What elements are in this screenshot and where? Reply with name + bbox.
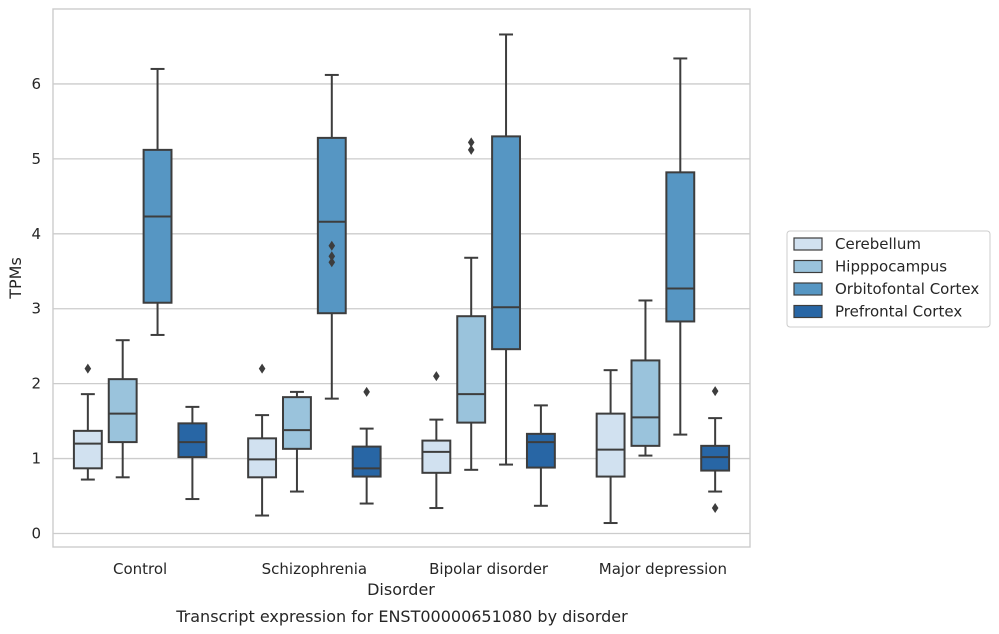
series-hipppocampus <box>107 137 661 493</box>
series-orbitofontal-cortex <box>142 33 696 466</box>
legend-label: Cerebellum <box>835 235 921 253</box>
box-major-depression <box>630 299 661 457</box>
box-iqr <box>142 148 173 304</box>
outlier-point <box>433 371 440 382</box>
y-tick-label: 6 <box>31 75 41 93</box>
series-cerebellum <box>72 363 626 525</box>
x-tick-label: Schizophrenia <box>262 560 367 578</box>
legend-label: Orbitofontal Cortex <box>835 280 979 298</box>
outlier-point <box>711 386 719 397</box>
legend-swatch <box>793 282 823 296</box>
box-iqr <box>177 422 208 459</box>
outlier-point <box>258 363 266 374</box>
y-axis-ticks: 0 1 2 3 4 5 6 <box>31 75 41 543</box>
x-tick-label: Bipolar disorder <box>429 560 549 578</box>
box-control <box>107 339 138 479</box>
y-tick-label: 5 <box>31 150 41 168</box>
box-iqr <box>107 378 138 444</box>
x-axis-ticks: Control Schizophrenia Bipolar disorder Majo… <box>113 560 727 578</box>
legend: Cerebellum Hipppocampus Orbitofontal Corte… <box>786 230 991 328</box>
box-control <box>72 363 103 481</box>
outlier-point <box>363 386 370 397</box>
box-iqr <box>665 171 696 323</box>
box-iqr <box>525 432 556 469</box>
outlier-point <box>467 137 475 148</box>
box-iqr <box>72 429 103 470</box>
box-iqr <box>247 437 278 479</box>
legend-swatch <box>793 237 823 251</box>
box-series <box>72 33 731 525</box>
box-control <box>142 67 173 336</box>
box-schizophrenia <box>282 390 312 493</box>
y-axis-title: TPMs <box>6 257 25 300</box>
y-tick-label: 0 <box>31 525 41 543</box>
box-bipolar-disorder <box>456 137 487 471</box>
box-iqr <box>491 135 521 351</box>
box-schizophrenia <box>351 386 382 505</box>
box-control <box>177 405 208 501</box>
box-iqr <box>421 439 452 474</box>
x-axis-title: Disorder <box>367 580 435 599</box>
box-iqr <box>351 445 382 478</box>
legend-label: Hipppocampus <box>835 258 947 276</box>
outlier-point <box>84 363 92 374</box>
x-tick-label: Control <box>113 560 167 578</box>
x-tick-label: Major depression <box>599 560 727 578</box>
box-bipolar-disorder <box>421 371 452 510</box>
y-tick-label: 3 <box>31 300 41 318</box>
box-schizophrenia <box>316 73 347 400</box>
outlier-point <box>328 257 336 268</box>
y-tick-label: 2 <box>31 375 41 393</box>
outlier-point <box>467 144 475 155</box>
legend-swatch <box>793 304 823 319</box>
legend-label: Prefrontal Cortex <box>835 303 962 321</box>
box-iqr <box>595 412 626 478</box>
box-iqr <box>700 444 731 472</box>
chart-caption: Transcript expression for ENST0000065108… <box>175 607 628 626</box>
box-iqr <box>282 396 312 450</box>
box-major-depression <box>595 369 626 525</box>
box-major-depression <box>700 386 731 514</box>
box-iqr <box>630 359 661 447</box>
box-major-depression <box>665 57 696 436</box>
legend-frame <box>786 230 991 328</box>
outlier-point <box>328 251 336 262</box>
y-tick-label: 1 <box>31 450 41 468</box>
box-bipolar-disorder <box>491 33 521 466</box>
box-iqr <box>456 315 487 424</box>
outlier-point <box>711 503 719 514</box>
box-iqr <box>316 136 347 315</box>
box-bipolar-disorder <box>525 404 556 507</box>
legend-swatch <box>793 259 823 274</box>
outlier-point <box>328 240 336 251</box>
y-tick-label: 4 <box>31 225 41 243</box>
series-prefrontal-cortex <box>177 386 731 514</box>
box-schizophrenia <box>247 363 278 517</box>
plot-area-frame <box>52 8 751 548</box>
